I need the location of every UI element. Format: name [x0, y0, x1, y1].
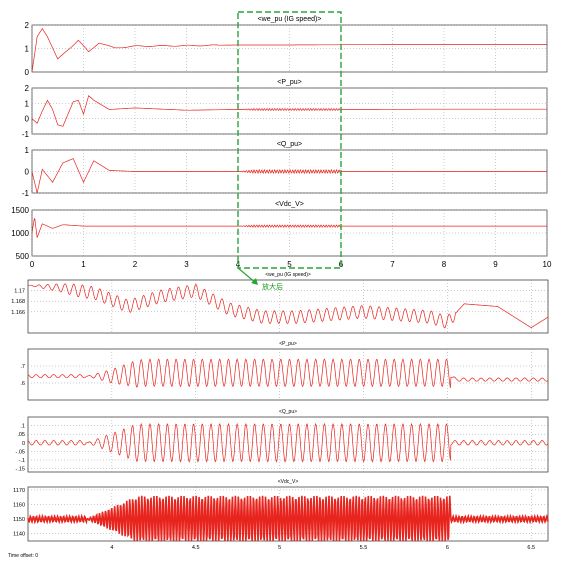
chart-panel-5: <we_pu (IG speed)> 1.166 1.168 1.17 — [11, 272, 549, 334]
x-tick-label: 7 — [390, 260, 395, 269]
chart-title: <Q_pu> — [279, 409, 297, 415]
y-tick-label: 1 — [25, 45, 30, 54]
signal-line — [28, 283, 549, 329]
chart-title: <P_pu> — [279, 341, 297, 347]
y-tick-label: 0 — [25, 68, 30, 77]
signal-line — [27, 422, 549, 463]
zoom-region-box — [237, 11, 342, 269]
signal-line — [31, 158, 547, 194]
y-tick-label: 1140 — [13, 532, 25, 538]
x-tick-label: 5 — [278, 545, 281, 551]
plot-frame — [27, 348, 549, 401]
y-tick-label: 1.168 — [11, 299, 25, 305]
y-tick-label: .6 — [20, 381, 25, 387]
chart-panel-8: <Vdc_V> 1140 1150 1160 1170 4 4.5 5 5.5 6 6.5 — [13, 479, 549, 551]
time-offset-label: Time offset: — [8, 553, 34, 559]
zoom-arrow-head — [251, 278, 258, 285]
time-offset-readout: Time offset: 0 — [8, 553, 38, 559]
y-tick-label: 0 — [22, 441, 25, 447]
x-tick-label: 5 — [287, 260, 292, 269]
y-tick-label: 1150 — [13, 517, 25, 523]
x-tick-label: 8 — [442, 260, 447, 269]
zoom-annotation: 放大后 — [262, 282, 283, 291]
y-tick-label: 1 — [25, 146, 30, 155]
x-tick-label: 4.5 — [192, 545, 200, 551]
x-tick-label: 9 — [493, 260, 498, 269]
x-tick-label: 2 — [133, 260, 138, 269]
chart-panel-7: <Q_pu> -.15 -.1 -.05 0 .05 .1 — [16, 409, 549, 473]
y-tick-label: 2 — [25, 21, 30, 30]
plot-frame — [27, 279, 549, 334]
y-tick-label: 0 — [25, 168, 30, 177]
y-tick-label: .1 — [20, 424, 25, 430]
plot-frame — [27, 416, 549, 473]
signal-line — [27, 495, 549, 542]
signal-line — [27, 358, 549, 388]
signal-line — [31, 95, 547, 127]
x-tick-label: 6 — [446, 545, 449, 551]
signal-line — [31, 218, 547, 238]
chart-title: <Vdc_V> — [278, 479, 299, 485]
y-tick-label: -.15 — [16, 467, 25, 473]
x-tick-label: 5.5 — [360, 545, 368, 551]
x-tick-label: 10 — [543, 260, 552, 269]
time-offset-value: 0 — [35, 553, 39, 559]
y-tick-label: -1 — [22, 130, 30, 139]
x-tick-label: 4 — [110, 545, 113, 551]
y-tick-label: .05 — [17, 432, 25, 438]
y-tick-label: .7 — [20, 364, 25, 370]
y-tick-label: 1170 — [13, 488, 25, 494]
x-tick-label: 1 — [81, 260, 86, 269]
chart-panel-1: <we_pu (IG speed)> 0 1 2 — [25, 16, 548, 77]
chart-panel-3: <Q_pu> -1 0 1 — [22, 141, 548, 198]
y-tick-label: -1 — [22, 189, 30, 198]
x-tick-label: 6.5 — [527, 545, 535, 551]
y-tick-label: 1500 — [11, 206, 29, 215]
chart-title: <P_pu> — [277, 79, 302, 86]
y-tick-label: 0 — [25, 115, 30, 124]
y-tick-label: 500 — [16, 252, 30, 261]
chart-title: <Q_pu> — [277, 141, 302, 148]
y-tick-label: 1.166 — [11, 310, 25, 316]
x-tick-label: 4 — [236, 260, 241, 269]
chart-title: <we_pu (IG speed)> — [258, 16, 322, 23]
chart-title: <we_pu (IG speed)> — [265, 272, 311, 278]
y-tick-label: 1 — [25, 99, 30, 108]
y-tick-label: 2 — [25, 84, 30, 93]
y-tick-label: -.1 — [19, 458, 25, 464]
signal-line — [31, 27, 547, 73]
y-tick-label: 1.17 — [14, 289, 25, 295]
x-tick-label: 0 — [30, 260, 35, 269]
y-tick-label: 1160 — [13, 503, 25, 509]
y-tick-label: 1000 — [11, 229, 29, 238]
x-tick-label: 3 — [184, 260, 189, 269]
zoom-arrow — [237, 267, 257, 284]
chart-title: <Vdc_V> — [275, 201, 304, 208]
chart-panel-6: <P_pu> .6 .7 — [20, 341, 549, 401]
y-tick-label: -.05 — [16, 449, 25, 455]
chart-panel-2: <P_pu> -1 0 1 2 — [22, 79, 548, 139]
